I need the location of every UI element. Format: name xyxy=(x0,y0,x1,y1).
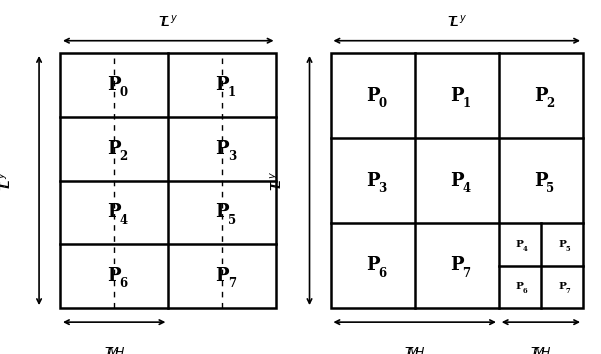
Text: 5: 5 xyxy=(565,245,570,253)
Text: 7: 7 xyxy=(462,267,471,280)
Text: 0: 0 xyxy=(378,97,386,110)
Text: P: P xyxy=(450,172,463,189)
Text: P: P xyxy=(516,282,524,291)
Text: 2: 2 xyxy=(546,97,555,110)
Text: 1: 1 xyxy=(228,86,236,99)
Text: P: P xyxy=(558,240,566,249)
Text: P: P xyxy=(108,204,121,221)
Text: $T\!\!L^y$: $T\!\!L^y$ xyxy=(269,170,284,191)
Text: 5: 5 xyxy=(228,214,236,227)
Bar xyxy=(60,53,276,308)
Text: P: P xyxy=(216,204,229,221)
Text: P: P xyxy=(558,282,566,291)
Text: 7: 7 xyxy=(228,278,236,290)
Text: P: P xyxy=(366,87,379,104)
Text: 3: 3 xyxy=(228,150,236,163)
Text: $T\!\!L^y$: $T\!\!L^y$ xyxy=(0,170,14,191)
Text: 3: 3 xyxy=(378,182,386,195)
Text: P: P xyxy=(108,267,121,285)
Text: P: P xyxy=(108,76,121,94)
Text: $T\!\!M\!\!H$: $T\!\!M\!\!H$ xyxy=(404,346,426,354)
Text: $T\!\!L^y$: $T\!\!L^y$ xyxy=(158,13,178,29)
Text: $T\!\!M\!\!H$: $T\!\!M\!\!H$ xyxy=(103,346,125,354)
Text: $T\!\!M\!\!H$: $T\!\!M\!\!H$ xyxy=(530,346,552,354)
Text: 5: 5 xyxy=(546,182,555,195)
Text: 4: 4 xyxy=(462,182,471,195)
Text: P: P xyxy=(366,172,379,189)
Text: $T\!\!L^y$: $T\!\!L^y$ xyxy=(447,13,467,29)
Text: P: P xyxy=(450,87,463,104)
Text: 0: 0 xyxy=(120,86,128,99)
Text: P: P xyxy=(108,140,121,158)
Text: 2: 2 xyxy=(120,150,128,163)
Text: 7: 7 xyxy=(565,287,570,295)
Text: 6: 6 xyxy=(523,287,528,295)
Text: P: P xyxy=(450,257,463,274)
Text: P: P xyxy=(534,172,548,189)
Bar xyxy=(331,53,583,308)
Text: P: P xyxy=(216,267,229,285)
Text: P: P xyxy=(366,257,379,274)
Text: 6: 6 xyxy=(378,267,386,280)
Text: 4: 4 xyxy=(120,214,128,227)
Text: P: P xyxy=(216,140,229,158)
Text: P: P xyxy=(216,76,229,94)
Text: P: P xyxy=(534,87,548,104)
Text: 4: 4 xyxy=(523,245,528,253)
Text: P: P xyxy=(516,240,524,249)
Text: 1: 1 xyxy=(462,97,471,110)
Text: 6: 6 xyxy=(120,278,128,290)
